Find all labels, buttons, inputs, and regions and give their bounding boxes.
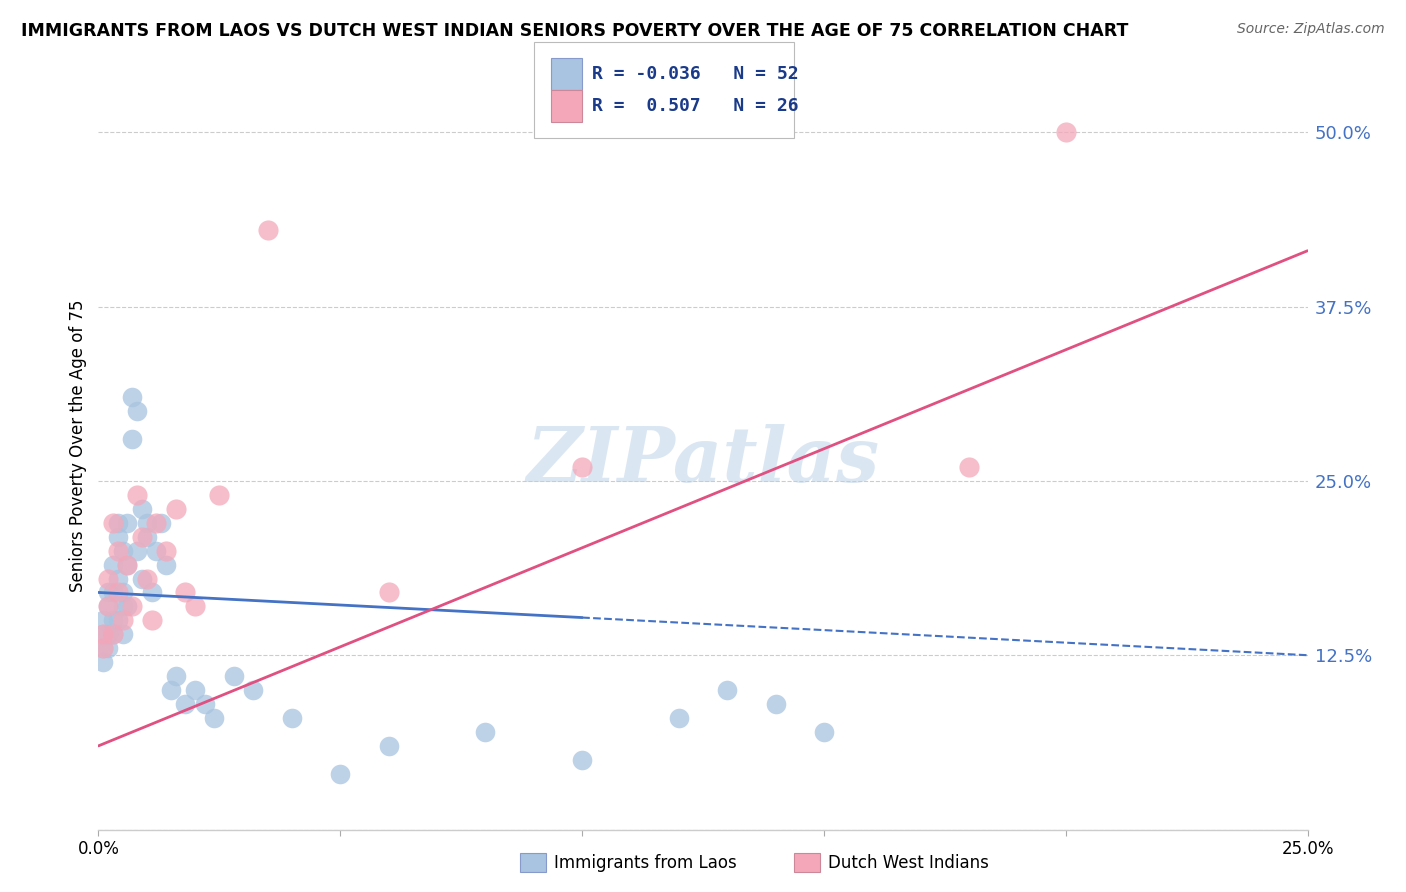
- Point: [222, 669, 245, 683]
- Text: R = -0.036   N = 52: R = -0.036 N = 52: [592, 65, 799, 83]
- Point: [127, 488, 149, 502]
- Point: [329, 766, 352, 780]
- Point: [765, 697, 787, 711]
- Point: [97, 627, 120, 641]
- Point: [101, 613, 124, 627]
- Point: [281, 711, 304, 725]
- Y-axis label: Seniors Poverty Over the Age of 75: Seniors Poverty Over the Age of 75: [69, 300, 87, 592]
- Point: [145, 543, 167, 558]
- Point: [107, 516, 129, 530]
- Point: [101, 585, 124, 599]
- Point: [111, 627, 134, 641]
- Point: [145, 516, 167, 530]
- Point: [127, 404, 149, 418]
- Point: [141, 613, 163, 627]
- Point: [135, 516, 157, 530]
- Point: [242, 683, 264, 698]
- Point: [165, 669, 187, 683]
- Point: [121, 599, 143, 614]
- Point: [165, 501, 187, 516]
- Point: [97, 585, 120, 599]
- Point: [174, 697, 197, 711]
- Point: [184, 599, 207, 614]
- Point: [571, 753, 593, 767]
- Point: [117, 599, 139, 614]
- Point: [155, 543, 177, 558]
- Point: [716, 683, 738, 698]
- Point: [127, 543, 149, 558]
- Point: [91, 655, 114, 669]
- Point: [111, 613, 134, 627]
- Point: [101, 516, 124, 530]
- Point: [184, 683, 207, 698]
- Point: [204, 711, 226, 725]
- Point: [117, 516, 139, 530]
- Text: IMMIGRANTS FROM LAOS VS DUTCH WEST INDIAN SENIORS POVERTY OVER THE AGE OF 75 COR: IMMIGRANTS FROM LAOS VS DUTCH WEST INDIA…: [21, 22, 1129, 40]
- Point: [101, 627, 124, 641]
- Point: [101, 558, 124, 572]
- Point: [150, 516, 173, 530]
- Point: [91, 627, 114, 641]
- Point: [131, 530, 153, 544]
- Point: [141, 585, 163, 599]
- Text: ZIPatlas: ZIPatlas: [526, 425, 880, 499]
- Text: Dutch West Indians: Dutch West Indians: [828, 854, 988, 871]
- Point: [111, 599, 134, 614]
- Point: [91, 613, 114, 627]
- Point: [135, 530, 157, 544]
- Point: [97, 641, 120, 656]
- Point: [121, 390, 143, 404]
- Point: [377, 739, 399, 753]
- Point: [813, 725, 835, 739]
- Point: [117, 558, 139, 572]
- Text: R =  0.507   N = 26: R = 0.507 N = 26: [592, 97, 799, 115]
- Point: [107, 530, 129, 544]
- Point: [194, 697, 217, 711]
- Text: Immigrants from Laos: Immigrants from Laos: [554, 854, 737, 871]
- Point: [101, 627, 124, 641]
- Point: [208, 488, 231, 502]
- Point: [668, 711, 690, 725]
- Point: [571, 459, 593, 474]
- Point: [1054, 125, 1077, 139]
- Point: [107, 543, 129, 558]
- Point: [91, 641, 114, 656]
- Point: [131, 501, 153, 516]
- Point: [111, 585, 134, 599]
- Point: [155, 558, 177, 572]
- Point: [107, 585, 129, 599]
- Point: [107, 613, 129, 627]
- Point: [91, 627, 114, 641]
- Point: [107, 572, 129, 586]
- Point: [117, 558, 139, 572]
- Point: [135, 572, 157, 586]
- Point: [131, 572, 153, 586]
- Point: [97, 599, 120, 614]
- Point: [160, 683, 183, 698]
- Point: [474, 725, 496, 739]
- Point: [957, 459, 980, 474]
- Point: [91, 641, 114, 656]
- Point: [256, 223, 278, 237]
- Point: [111, 543, 134, 558]
- Point: [377, 585, 399, 599]
- Point: [97, 599, 120, 614]
- Point: [97, 572, 120, 586]
- Point: [174, 585, 197, 599]
- Point: [121, 432, 143, 446]
- Text: Source: ZipAtlas.com: Source: ZipAtlas.com: [1237, 22, 1385, 37]
